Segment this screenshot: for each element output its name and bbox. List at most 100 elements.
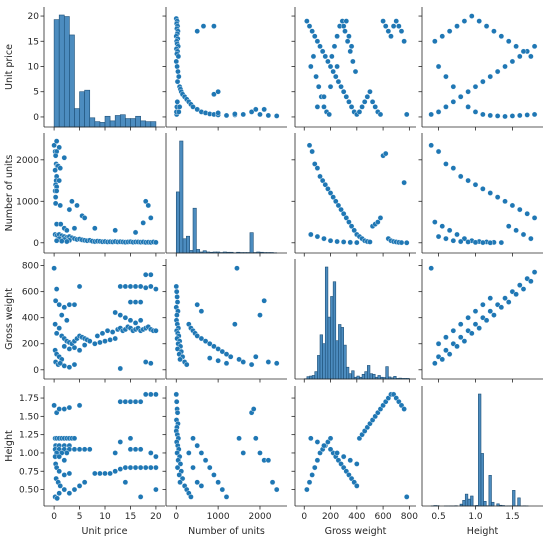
hist-bar	[372, 373, 376, 380]
scatter-point	[483, 317, 490, 324]
scatter-point	[491, 312, 497, 318]
scatter-point	[322, 53, 329, 60]
scatter-point	[450, 83, 457, 90]
scatter-point	[71, 344, 78, 351]
scatter-point	[432, 219, 438, 225]
scatter-point	[145, 202, 152, 209]
scatter-point	[107, 337, 113, 343]
scatter-point	[248, 361, 255, 368]
scatter-point	[465, 177, 471, 184]
scatter-point	[173, 58, 180, 65]
scatter-point	[81, 342, 88, 348]
hist-bar	[367, 365, 371, 380]
hist-bar	[480, 453, 484, 507]
scatter-point	[388, 33, 394, 40]
panel-unit-price-vs-unit-price: 0 5 10 15 20	[28, 7, 165, 131]
scatter-point	[174, 294, 180, 300]
scatter-point	[432, 360, 438, 367]
scatter-point	[76, 446, 83, 453]
hist-bar	[319, 334, 323, 380]
scatter-point	[153, 486, 159, 493]
scatter-point	[215, 110, 221, 116]
scatter-point	[309, 472, 315, 478]
scatter-point	[487, 112, 494, 119]
scatter-point	[232, 321, 238, 328]
scatter-point	[461, 235, 468, 242]
scatter-point	[461, 338, 468, 344]
y-tick-label: 0	[33, 239, 39, 249]
scatter-point	[476, 18, 482, 24]
scatter-point	[351, 227, 357, 234]
scatter-point	[140, 220, 146, 226]
hist-bar	[53, 19, 60, 128]
scatter-point	[327, 237, 334, 244]
hist-bar	[186, 235, 190, 254]
hist-bar	[125, 118, 131, 128]
scatter-point	[338, 206, 344, 213]
hist-bar	[343, 344, 347, 380]
scatter-point	[472, 181, 479, 188]
scatter-point	[257, 450, 263, 456]
scatter-point	[112, 335, 118, 342]
hist-bar	[351, 370, 355, 380]
scatter-point	[330, 194, 336, 200]
hist-bar	[340, 327, 344, 380]
scatter-point	[439, 33, 446, 40]
scatter-point	[211, 472, 217, 478]
scatter-point	[76, 483, 83, 489]
scatter-point	[223, 494, 230, 500]
scatter-point	[393, 18, 400, 24]
scatter-point	[250, 406, 257, 412]
scatter-point	[468, 13, 475, 19]
scatter-point	[177, 461, 184, 467]
scatter-point	[137, 398, 144, 405]
scatter-point	[76, 402, 83, 409]
scatter-point	[211, 343, 217, 350]
y-axis-label-number-of-units: Number of units	[4, 155, 15, 232]
hist-bar	[145, 121, 152, 128]
scatter-point	[97, 339, 103, 346]
scatter-point	[148, 283, 154, 290]
y-tick-label: 1.75	[19, 394, 39, 404]
scatter-point	[56, 406, 63, 412]
y-axis-label-unit-price: Unit price	[4, 44, 15, 90]
scatter-point	[487, 308, 494, 314]
scatter-point	[446, 351, 453, 357]
scatter-point	[153, 286, 159, 292]
scatter-point	[206, 355, 213, 361]
scatter-point	[52, 200, 59, 207]
panel-number-of-units-vs-height	[418, 133, 543, 257]
scatter-point	[472, 109, 479, 115]
scatter-point	[64, 317, 70, 324]
scatter-point	[66, 346, 73, 352]
scatter-point	[306, 479, 313, 486]
scatter-point	[443, 73, 449, 80]
scatter-point	[468, 330, 475, 337]
scatter-point	[173, 391, 180, 398]
scatter-point	[132, 283, 139, 290]
scatter-point	[403, 111, 410, 118]
scatter-point	[240, 359, 247, 365]
scatter-point	[340, 239, 347, 245]
scatter-point	[81, 479, 88, 486]
scatter-point	[265, 457, 272, 464]
scatter-point	[52, 297, 59, 304]
scatter-point	[446, 227, 453, 234]
scatter-point	[137, 283, 144, 290]
scatter-point	[273, 486, 280, 493]
scatter-point	[86, 446, 93, 453]
scatter-point	[343, 215, 350, 221]
scatter-point	[513, 291, 519, 298]
scatter-point	[505, 38, 512, 45]
scatter-point	[432, 38, 438, 45]
scatter-point	[53, 138, 60, 144]
scatter-point	[61, 363, 68, 369]
scatter-point	[311, 464, 318, 471]
scatter-point	[308, 231, 314, 238]
scatter-point	[66, 470, 73, 477]
scatter-point	[306, 23, 313, 29]
scatter-point	[173, 288, 180, 295]
scatter-point	[354, 483, 360, 489]
scatter-point	[57, 202, 64, 209]
scatter-point	[122, 464, 129, 471]
